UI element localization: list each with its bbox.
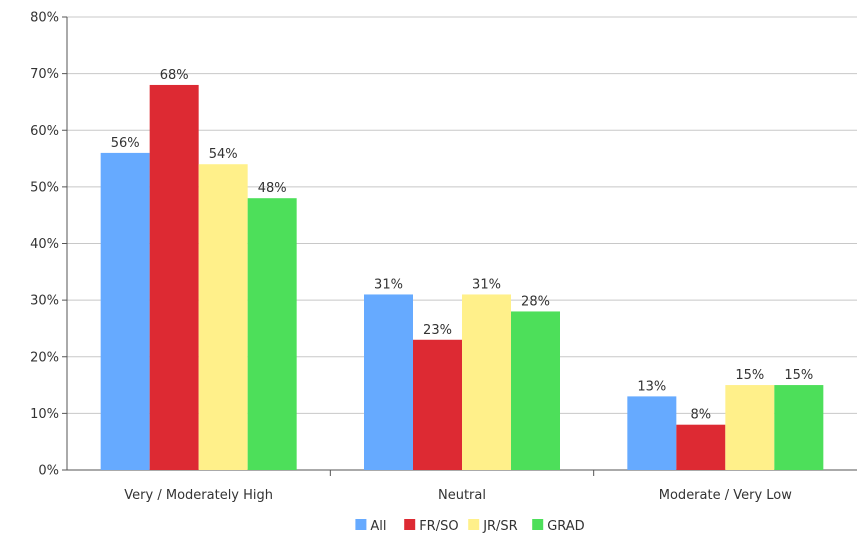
bar-all-1 [364,294,413,470]
bar-jr-sr-2 [725,385,775,470]
data-label: 56% [111,136,140,151]
data-label: 13% [637,379,666,394]
legend: All FR/SO JR/SR GRAD [355,519,585,534]
y-tick-label: 50% [30,180,59,195]
x-category-label: Moderate / Very Low [659,488,792,503]
legend-swatch [404,519,416,530]
y-tick-label: 80% [30,11,59,26]
data-label: 54% [209,147,238,162]
data-label: 15% [784,368,813,383]
x-category-label: Neutral [438,488,486,503]
bar-grad-0 [247,198,297,470]
x-category-label: Very / Moderately High [124,488,273,503]
data-labels: 56% 68% 54% 48% 31% 23% 31% 28% 13% 8% 15% 15% [111,68,814,423]
bar-all-2 [627,396,677,470]
y-tick-label: 10% [30,407,59,422]
y-tick-label: 40% [30,237,59,252]
y-tick-label: 70% [30,67,59,82]
legend-swatch [468,519,480,530]
bar-grad-2 [774,385,824,470]
data-label: 68% [160,68,189,83]
y-tick-label: 60% [30,124,59,139]
y-tick-label: 30% [30,294,59,309]
legend-swatch [532,519,544,530]
bar-fr-so-0 [149,84,199,470]
legend-label: All [370,519,386,534]
bar-jr-sr-0 [198,164,248,470]
legend-swatch [355,519,367,530]
legend-label: GRAD [547,519,584,534]
bar-grad-1 [511,311,560,470]
legend-label: FR/SO [419,519,458,534]
bar-all-0 [100,152,150,470]
data-label: 48% [258,181,287,196]
bar-fr-so-2 [676,424,726,470]
data-label: 23% [423,323,452,338]
y-tick-label: 0% [38,464,59,479]
bars [100,84,824,470]
bar-jr-sr-1 [462,294,511,470]
y-tick-label: 20% [30,350,59,365]
data-label: 28% [521,294,550,309]
data-label: 15% [735,368,764,383]
data-label: 31% [472,277,501,292]
data-label: 8% [691,408,712,423]
bar-fr-so-1 [413,339,462,470]
data-label: 31% [374,277,403,292]
legend-label: JR/SR [482,519,518,534]
